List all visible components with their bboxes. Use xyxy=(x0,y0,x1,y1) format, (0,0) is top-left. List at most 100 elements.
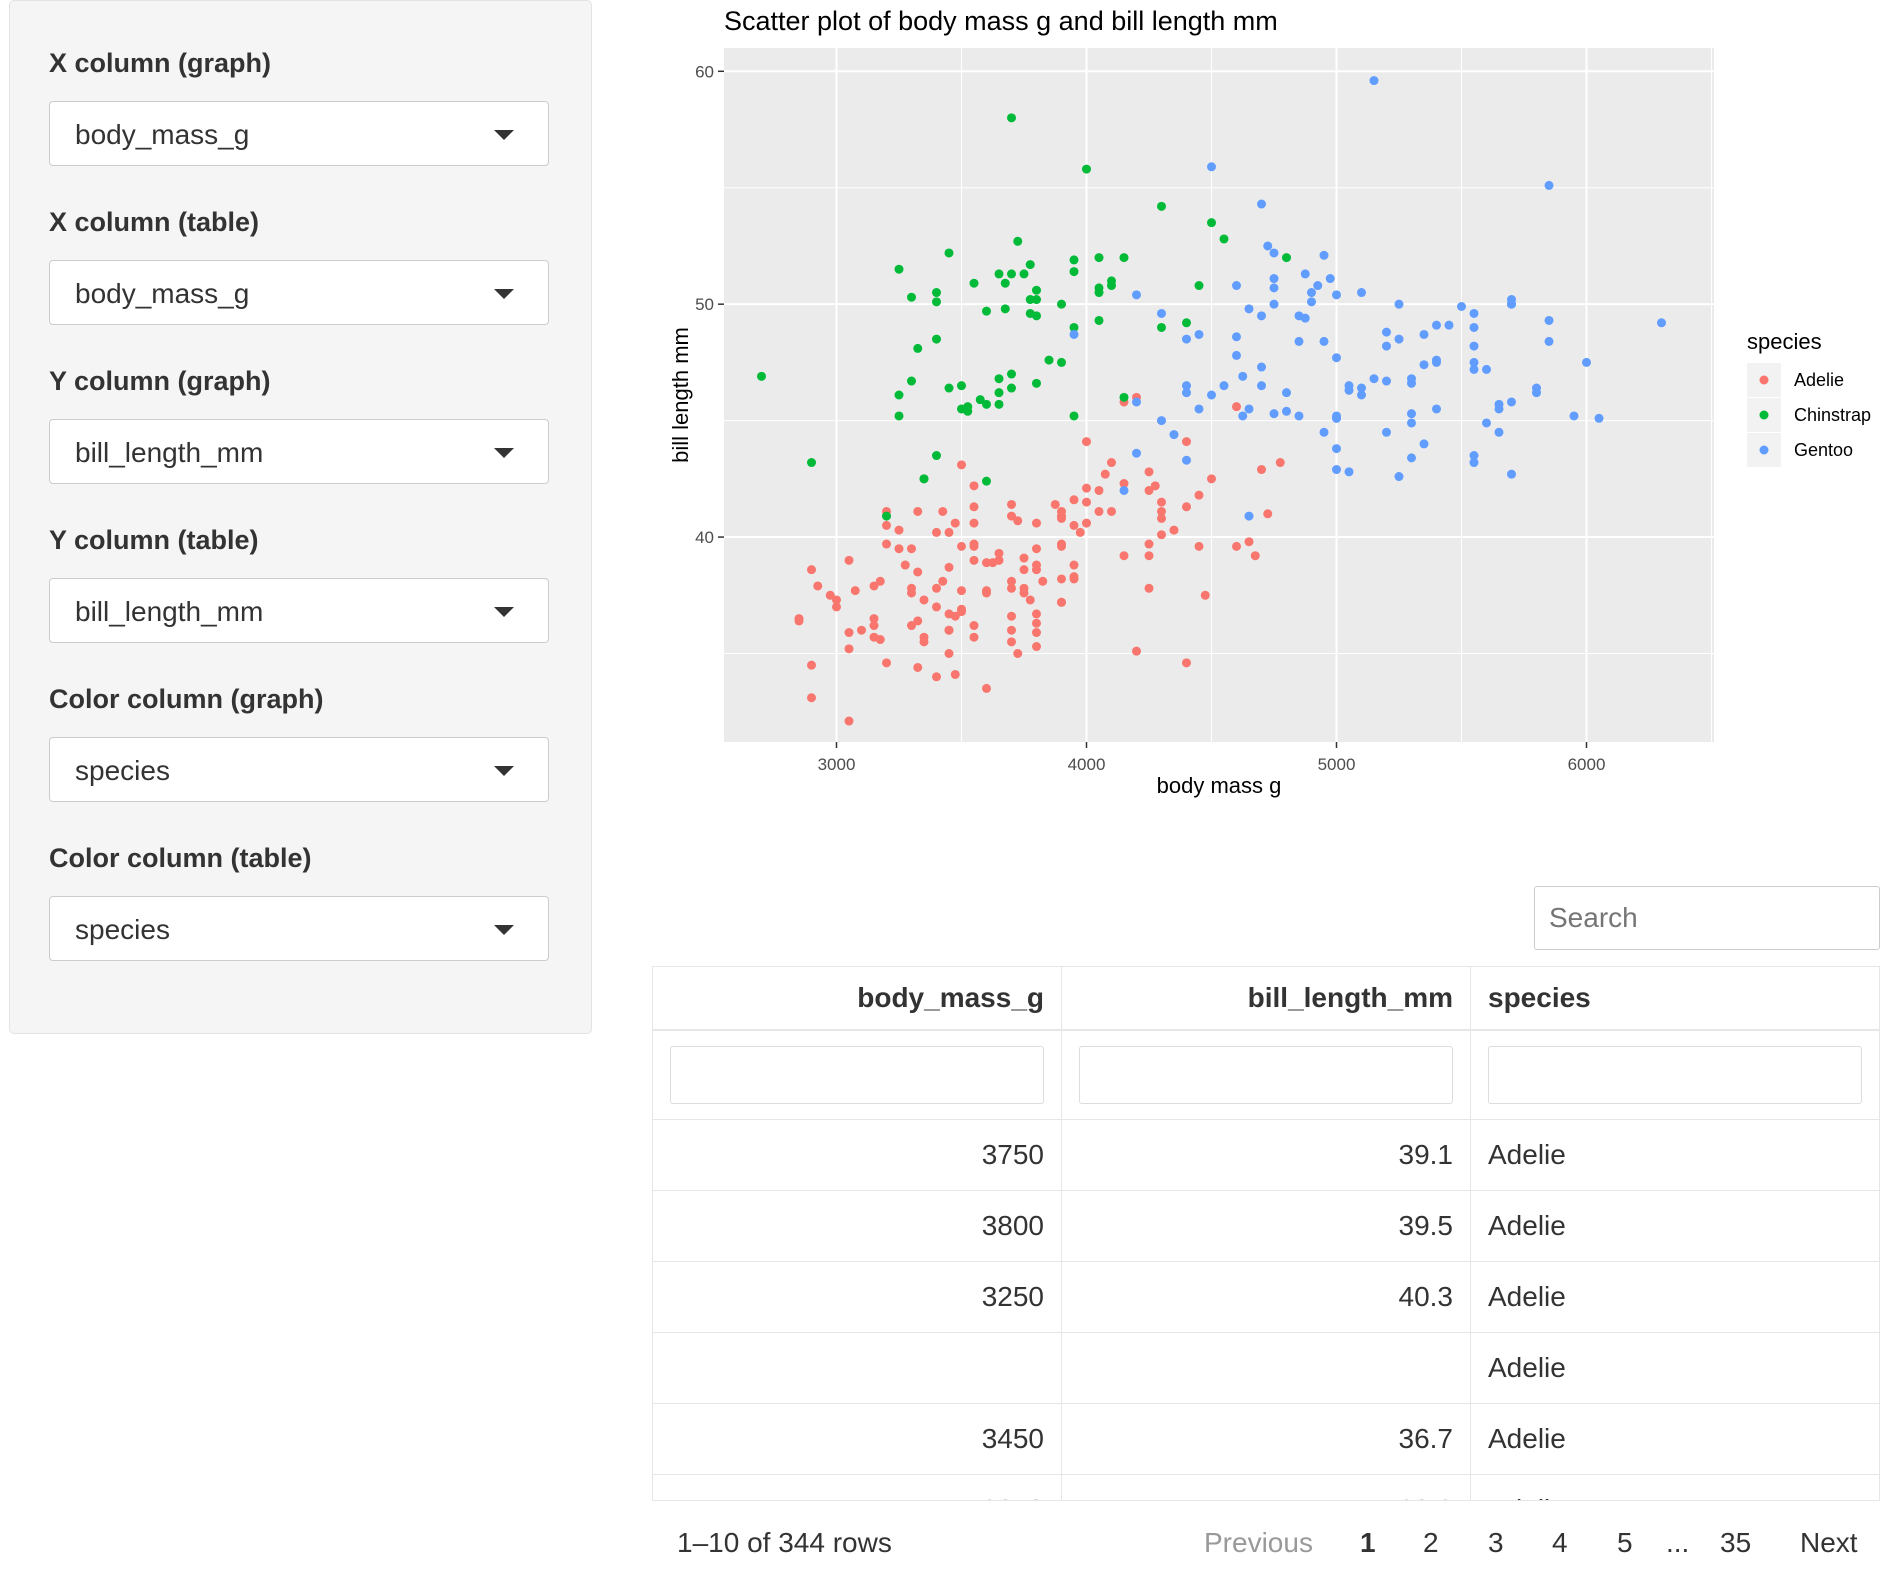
data-point-adelie xyxy=(982,588,991,598)
caret-down-icon xyxy=(494,130,514,140)
data-point-gentoo xyxy=(1300,269,1310,279)
data-point-gentoo xyxy=(1332,290,1341,300)
data-point-adelie xyxy=(932,583,941,593)
table-cell: Adelie xyxy=(1488,1210,1566,1241)
filter-cell xyxy=(1471,1031,1879,1119)
data-point-gentoo xyxy=(1269,274,1279,284)
filter-species-input[interactable] xyxy=(1488,1046,1862,1104)
data-point-adelie xyxy=(1057,506,1066,516)
data-point-adelie xyxy=(1169,525,1179,535)
data-point-gentoo xyxy=(1182,334,1191,344)
data-point-adelie xyxy=(882,520,891,530)
table-cell: Adelie xyxy=(1471,1475,1879,1500)
data-point-gentoo xyxy=(1407,453,1416,463)
table-cell: 39.5 xyxy=(1062,1191,1471,1261)
data-point-chinstrap xyxy=(1194,281,1204,291)
next-page-button[interactable]: Next xyxy=(1800,1527,1858,1558)
data-point-adelie xyxy=(1057,513,1066,523)
data-point-gentoo xyxy=(1544,336,1554,346)
x-tick-label: 4000 xyxy=(1068,755,1106,774)
y-graph-select[interactable]: bill_length_mm xyxy=(49,419,549,484)
page-button-last[interactable]: 35 xyxy=(1720,1527,1752,1558)
data-point-chinstrap xyxy=(1082,164,1091,174)
table-row: 3650 39.3 Adelie xyxy=(653,1475,1879,1500)
table-cell: Adelie xyxy=(1488,1281,1566,1312)
data-point-chinstrap xyxy=(1057,299,1066,309)
data-point-chinstrap xyxy=(807,458,816,468)
data-point-gentoo xyxy=(1507,295,1516,305)
x-axis-label: body mass g xyxy=(1157,773,1282,798)
column-header-bill-length[interactable]: bill_length_mm xyxy=(1062,967,1471,1029)
data-point-gentoo xyxy=(1382,376,1391,386)
data-point-gentoo xyxy=(1244,404,1254,414)
color-graph-select[interactable]: species xyxy=(49,737,549,802)
data-point-adelie xyxy=(1057,574,1066,584)
filter-body-mass-input[interactable] xyxy=(670,1046,1044,1104)
column-header-species[interactable]: species xyxy=(1488,982,1591,1013)
data-point-adelie xyxy=(932,602,941,612)
data-point-chinstrap xyxy=(1119,253,1129,263)
legend-label: Chinstrap xyxy=(1794,405,1871,425)
x-graph-select[interactable]: body_mass_g xyxy=(49,101,549,166)
y-graph-value: bill_length_mm xyxy=(75,437,264,468)
data-point-adelie xyxy=(1157,497,1166,507)
table-filter-row xyxy=(653,1031,1879,1120)
data-point-gentoo xyxy=(1494,427,1504,437)
data-point-gentoo xyxy=(1132,397,1141,407)
data-point-adelie xyxy=(844,644,854,654)
data-point-adelie xyxy=(944,562,954,572)
table-cell: Adelie xyxy=(1488,1352,1566,1383)
page-button[interactable]: 5 xyxy=(1617,1527,1633,1558)
y-tick-label: 60 xyxy=(695,62,714,81)
data-point-gentoo xyxy=(1238,371,1248,381)
data-point-chinstrap xyxy=(882,511,891,521)
data-point-gentoo xyxy=(1194,329,1204,339)
previous-page-button[interactable]: Previous xyxy=(1204,1527,1313,1558)
page-button[interactable]: 2 xyxy=(1423,1527,1439,1558)
data-point-adelie xyxy=(813,581,823,591)
data-point-chinstrap xyxy=(894,411,904,421)
data-point-adelie xyxy=(994,548,1004,558)
page-button-current[interactable]: 1 xyxy=(1360,1527,1376,1558)
search-input[interactable] xyxy=(1534,886,1880,950)
data-point-adelie xyxy=(1082,483,1091,493)
data-point-chinstrap xyxy=(944,383,954,393)
y-table-select[interactable]: bill_length_mm xyxy=(49,578,549,643)
data-point-adelie xyxy=(1007,511,1016,521)
data-point-gentoo xyxy=(1657,318,1666,328)
page-button[interactable]: 4 xyxy=(1552,1527,1568,1558)
data-point-adelie xyxy=(1244,537,1254,547)
data-point-adelie xyxy=(1032,609,1041,619)
data-point-chinstrap xyxy=(1069,267,1079,277)
page-button[interactable]: 3 xyxy=(1488,1527,1504,1558)
data-point-chinstrap xyxy=(932,288,941,298)
data-point-adelie xyxy=(869,581,879,591)
data-point-gentoo xyxy=(1157,308,1166,318)
y-tick-label: 40 xyxy=(695,528,714,547)
data-point-adelie xyxy=(1144,539,1154,549)
data-point-gentoo xyxy=(1132,448,1141,458)
data-point-gentoo xyxy=(1469,341,1479,351)
data-point-adelie xyxy=(1144,467,1154,477)
data-point-chinstrap xyxy=(1032,295,1041,305)
data-point-adelie xyxy=(1007,625,1016,635)
data-point-adelie xyxy=(913,616,923,626)
data-point-adelie xyxy=(1194,490,1204,500)
data-point-chinstrap xyxy=(994,374,1004,384)
filter-bill-length-input[interactable] xyxy=(1079,1046,1453,1104)
data-point-chinstrap xyxy=(1157,322,1166,332)
data-point-gentoo xyxy=(1132,290,1141,300)
data-point-gentoo xyxy=(1532,383,1541,393)
x-table-select[interactable]: body_mass_g xyxy=(49,260,549,325)
data-point-gentoo xyxy=(1357,390,1366,400)
data-point-adelie xyxy=(1250,551,1260,561)
data-point-gentoo xyxy=(1419,439,1429,449)
data-point-gentoo xyxy=(1307,297,1316,307)
caret-down-icon xyxy=(494,289,514,299)
data-point-adelie xyxy=(969,621,979,631)
column-header-body-mass[interactable]: body_mass_g xyxy=(653,967,1062,1029)
data-point-chinstrap xyxy=(932,334,941,344)
legend-marker-chinstrap xyxy=(1759,410,1769,420)
data-point-adelie xyxy=(1082,518,1091,528)
color-table-select[interactable]: species xyxy=(49,896,549,961)
